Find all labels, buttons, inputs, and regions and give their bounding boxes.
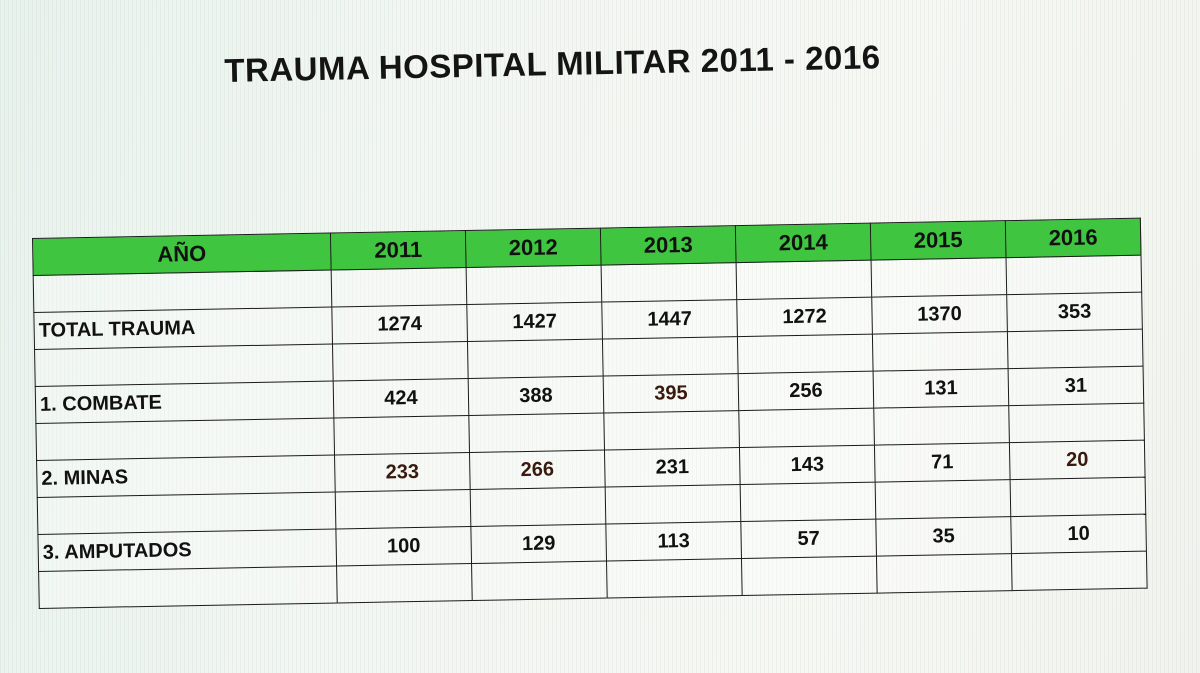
empty-cell	[468, 413, 605, 453]
value-cell: 1447	[601, 299, 738, 340]
value-cell: 71	[874, 442, 1011, 483]
empty-cell	[741, 556, 878, 596]
row-label: 3. AMPUTADOS	[37, 528, 337, 572]
value-cell: 31	[1008, 366, 1144, 406]
empty-cell	[331, 267, 467, 308]
empty-cell	[332, 341, 469, 382]
empty-cell	[876, 553, 1013, 594]
empty-cell	[871, 257, 1007, 298]
value-cell: 20	[1009, 440, 1146, 480]
empty-cell	[34, 344, 334, 387]
value-cell: 113	[605, 521, 742, 562]
row-label: 2. MINAS	[36, 454, 336, 498]
slide-title: TRAUMA HOSPITAL MILITAR 2011 - 2016	[224, 38, 881, 89]
empty-cell	[1010, 477, 1146, 517]
empty-cell	[470, 487, 606, 527]
header-year: 2013	[600, 225, 737, 266]
value-cell: 266	[469, 450, 606, 490]
empty-cell	[603, 410, 740, 451]
empty-cell	[336, 563, 473, 603]
empty-cell	[602, 336, 739, 377]
value-cell: 100	[335, 526, 472, 566]
value-cell: 1274	[331, 304, 468, 345]
header-year: 2011	[330, 230, 467, 271]
row-label: 1. COMBATE	[35, 381, 334, 424]
value-cell: 143	[739, 445, 876, 485]
empty-cell	[736, 260, 872, 300]
empty-cell	[37, 491, 336, 535]
empty-cell	[875, 479, 1011, 520]
header-year: 2016	[1005, 218, 1142, 258]
value-cell: 57	[740, 519, 877, 559]
row-label: TOTAL TRAUMA	[33, 307, 333, 350]
empty-cell	[333, 415, 470, 455]
empty-cell	[466, 265, 602, 305]
empty-cell	[873, 405, 1010, 446]
empty-cell	[35, 417, 335, 461]
value-cell: 35	[875, 516, 1012, 557]
empty-cell	[605, 484, 741, 525]
empty-cell	[738, 408, 875, 448]
value-cell: 388	[468, 376, 604, 416]
empty-cell	[335, 489, 471, 529]
value-cell: 395	[603, 373, 739, 414]
empty-cell	[606, 558, 743, 599]
empty-cell	[1008, 403, 1145, 443]
empty-cell	[872, 331, 1009, 372]
trauma-table-wrapper: AÑO 2011 2012 2013 2014 2015 2016 TOTAL …	[32, 217, 1148, 609]
value-cell: 256	[738, 371, 874, 411]
value-cell: 1427	[466, 302, 603, 342]
empty-cell	[471, 561, 608, 601]
trauma-table: AÑO 2011 2012 2013 2014 2015 2016 TOTAL …	[32, 217, 1148, 609]
value-cell: 233	[334, 452, 471, 492]
empty-cell	[1006, 255, 1142, 295]
header-year: 2014	[735, 223, 872, 263]
value-cell: 1272	[736, 297, 873, 337]
value-cell: 353	[1006, 292, 1143, 332]
value-cell: 231	[604, 447, 741, 488]
value-cell: 131	[873, 368, 1009, 409]
empty-cell	[1011, 551, 1148, 591]
empty-cell	[467, 339, 604, 379]
header-label-ano: AÑO	[32, 233, 332, 276]
header-year: 2015	[870, 220, 1007, 261]
empty-cell	[737, 334, 874, 374]
value-cell: 10	[1010, 514, 1147, 554]
empty-cell	[1007, 329, 1144, 369]
header-year: 2012	[465, 228, 602, 268]
empty-cell	[740, 482, 876, 522]
empty-cell	[38, 565, 338, 609]
value-cell: 424	[333, 378, 469, 418]
empty-cell	[33, 270, 332, 313]
empty-cell	[601, 262, 737, 303]
value-cell: 1370	[871, 294, 1008, 335]
value-cell: 129	[470, 524, 607, 564]
